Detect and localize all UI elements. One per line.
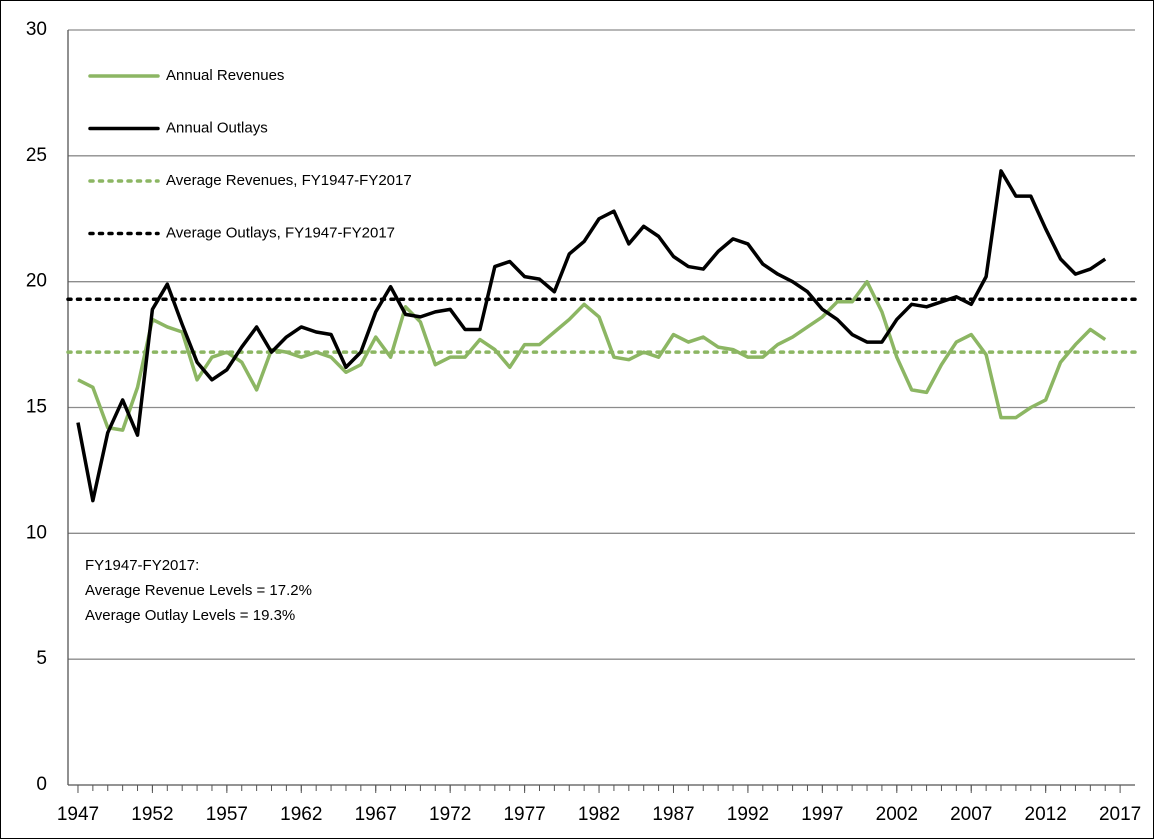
y-tick-label: 20 bbox=[26, 271, 47, 292]
x-tick-label: 1947 bbox=[57, 804, 99, 825]
y-tick-label: 30 bbox=[26, 19, 47, 40]
x-tick-label: 1957 bbox=[206, 804, 248, 825]
y-tick-label: 15 bbox=[26, 397, 47, 418]
legend-label: Average Revenues, FY1947-FY2017 bbox=[166, 172, 412, 189]
x-tick-label: 2012 bbox=[1025, 804, 1067, 825]
legend-label: Annual Outlays bbox=[166, 119, 268, 136]
y-tick-label: 25 bbox=[26, 145, 47, 166]
x-tick-label: 2007 bbox=[950, 804, 992, 825]
x-tick-label: 1962 bbox=[280, 804, 322, 825]
annotation: Average Outlay Levels = 19.3% bbox=[85, 607, 295, 624]
x-tick-label: 2002 bbox=[876, 804, 918, 825]
x-tick-label: 2017 bbox=[1099, 804, 1141, 825]
annotation: FY1947-FY2017: bbox=[85, 557, 199, 574]
legend-label: Average Outlays, FY1947-FY2017 bbox=[166, 224, 395, 241]
series-line bbox=[77, 279, 1107, 432]
annotation: Average Revenue Levels = 17.2% bbox=[85, 582, 312, 599]
legend-label: Annual Revenues bbox=[166, 67, 284, 84]
x-tick-label: 1977 bbox=[503, 804, 545, 825]
x-tick-label: 1967 bbox=[355, 804, 397, 825]
y-tick-label: 0 bbox=[36, 774, 47, 795]
x-tick-label: 1952 bbox=[131, 804, 173, 825]
series-line bbox=[76, 169, 1107, 503]
y-tick-label: 10 bbox=[26, 522, 47, 543]
x-tick-label: 1972 bbox=[429, 804, 471, 825]
x-tick-label: 1992 bbox=[727, 804, 769, 825]
y-tick-label: 5 bbox=[36, 648, 47, 669]
x-tick-label: 1987 bbox=[652, 804, 694, 825]
x-tick-label: 1982 bbox=[578, 804, 620, 825]
x-tick-label: 1997 bbox=[801, 804, 843, 825]
